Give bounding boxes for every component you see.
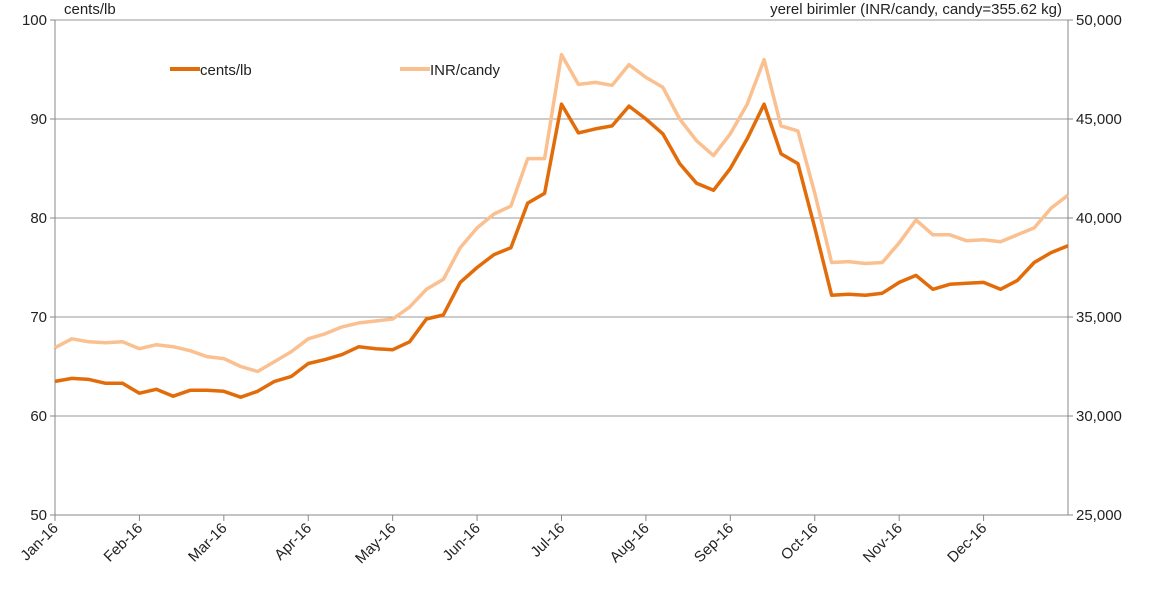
x-tick-label: Jul-16 xyxy=(527,520,568,561)
x-tick-label: Mar-16 xyxy=(185,520,231,566)
legend-label: cents/lb xyxy=(200,62,252,79)
y-axis-label: cents/lb xyxy=(64,1,116,18)
x-tick-label: May-16 xyxy=(352,520,399,567)
y2-tick-label: 45,000 xyxy=(1076,111,1122,128)
series-line xyxy=(54,102,1069,399)
x-tick-label: Jan-16 xyxy=(17,520,61,564)
x-tick-label: Apr-16 xyxy=(271,520,315,564)
legend-label: INR/candy xyxy=(430,62,501,79)
y2-tick-label: 40,000 xyxy=(1076,210,1122,227)
x-tick-label: Sep-16 xyxy=(691,520,737,566)
y-tick-label: 100 xyxy=(22,12,47,29)
y2-tick-label: 25,000 xyxy=(1076,507,1122,524)
y-tick-label: 80 xyxy=(30,210,47,227)
x-tick-label: Oct-16 xyxy=(778,520,822,564)
x-tick-label: Jun-16 xyxy=(439,520,483,564)
series-line xyxy=(54,52,1070,374)
y2-tick-label: 50,000 xyxy=(1076,12,1122,29)
y-tick-label: 60 xyxy=(30,408,47,425)
y2-axis-label: yerel birimler (INR/candy, candy=355.62 … xyxy=(770,1,1062,18)
y2-tick-label: 30,000 xyxy=(1076,408,1122,425)
x-tick-label: Aug-16 xyxy=(607,520,653,566)
y-tick-label: 90 xyxy=(30,111,47,128)
x-tick-label: Nov-16 xyxy=(860,520,906,566)
y-tick-label: 50 xyxy=(30,507,47,524)
x-tick-label: Dec-16 xyxy=(944,520,990,566)
y-tick-label: 70 xyxy=(30,309,47,326)
x-tick-label: Feb-16 xyxy=(101,520,147,566)
y2-tick-label: 35,000 xyxy=(1076,309,1122,326)
